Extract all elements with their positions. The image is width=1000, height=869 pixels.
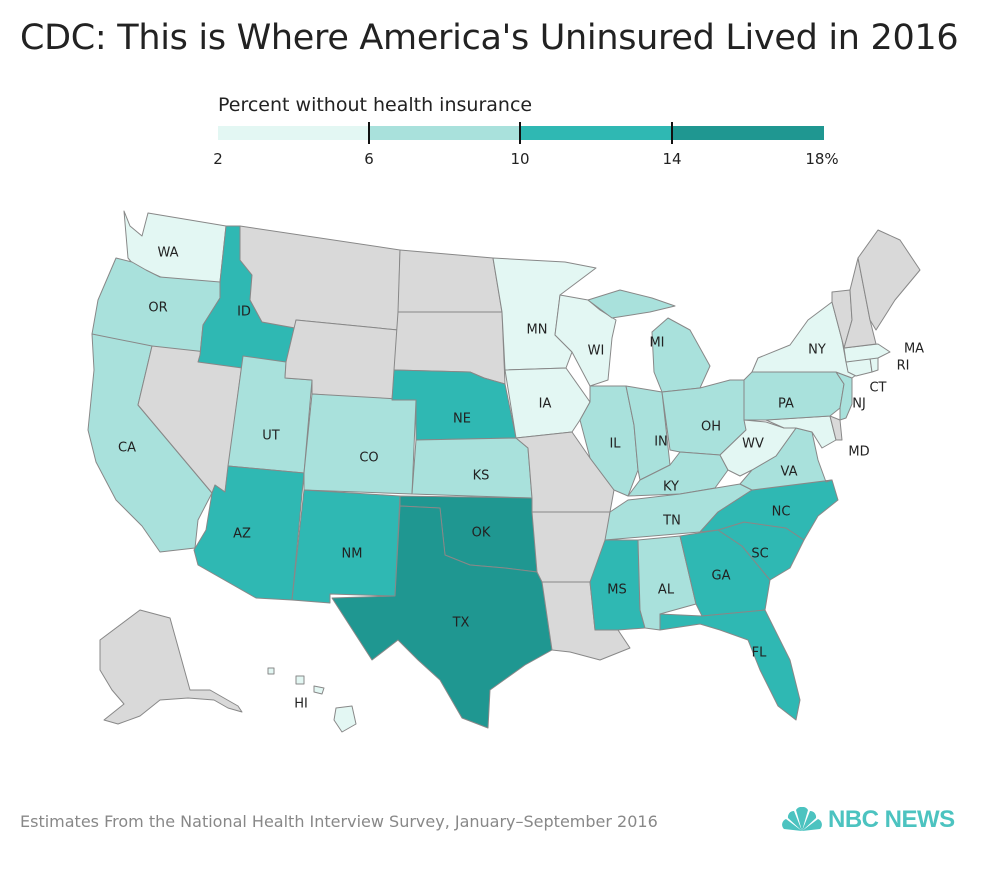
state-label-AL: AL (658, 583, 675, 598)
state-label-WV: WV (742, 437, 764, 452)
state-label-SC: SC (751, 547, 768, 562)
state-MT[interactable] (239, 225, 401, 331)
state-WV[interactable] (719, 419, 797, 477)
state-label-NC: NC (772, 505, 791, 520)
brand-wordmark: NBC NEWS (828, 806, 955, 833)
state-label-MN: MN (527, 323, 548, 338)
state-label-CO: CO (359, 451, 378, 466)
state-label-TN: TN (662, 514, 681, 529)
legend-label: 6 (364, 150, 374, 168)
state-TX[interactable] (331, 505, 553, 729)
legend-label: 14 (662, 150, 682, 168)
legend-tick (519, 122, 521, 144)
state-RI[interactable] (869, 357, 879, 373)
legend-color-bar (218, 122, 824, 144)
legend-title: Percent without health insurance (218, 94, 533, 116)
state-label-VA: VA (781, 465, 798, 480)
state-HI[interactable] (267, 667, 357, 733)
state-label-AZ: AZ (233, 527, 251, 542)
state-AK[interactable] (99, 609, 243, 725)
source-footnote: Estimates From the National Health Inter… (20, 812, 658, 831)
state-label-OK: OK (472, 526, 491, 541)
state-label-IA: IA (539, 397, 552, 412)
us-choropleth-map: WA OR CA ID UT AZ CO NM NE KS OK TX MN I… (87, 210, 924, 733)
state-DE[interactable] (829, 415, 843, 441)
state-label-OH: OH (701, 420, 721, 435)
peacock-icon (782, 807, 822, 831)
nbc-news-logo: NBC NEWS (780, 806, 955, 834)
state-PA[interactable] (743, 371, 845, 421)
legend-tick (671, 122, 673, 144)
state-label-MA: MA (904, 342, 924, 357)
state-label-WI: WI (588, 344, 605, 359)
state-label-IL: IL (609, 437, 621, 452)
state-label-FL: FL (752, 646, 767, 661)
state-MI[interactable] (587, 289, 711, 393)
state-label-NJ: NJ (852, 397, 866, 412)
state-label-RI: RI (897, 359, 910, 374)
state-FL[interactable] (659, 609, 801, 721)
state-label-CA: CA (118, 441, 136, 456)
legend-swatch-4 (672, 126, 824, 140)
state-label-ID: ID (237, 305, 251, 320)
state-label-KS: KS (473, 469, 490, 484)
state-label-MD: MD (848, 445, 869, 460)
state-label-NY: NY (808, 343, 826, 358)
state-ME[interactable] (857, 229, 921, 331)
state-label-MI: MI (649, 336, 664, 351)
state-label-HI: HI (294, 697, 308, 712)
state-label-PA: PA (778, 397, 794, 412)
state-label-NE: NE (453, 412, 471, 427)
state-label-GA: GA (712, 569, 731, 584)
legend-label: 18% (805, 150, 839, 168)
state-NJ[interactable] (835, 371, 853, 421)
legend-label: 2 (213, 150, 223, 168)
legend-tick (368, 122, 370, 144)
state-CO[interactable] (303, 393, 417, 495)
state-AZ[interactable] (193, 465, 305, 601)
legend-swatch-3 (521, 126, 673, 140)
state-label-IN: IN (654, 435, 668, 450)
state-label-MS: MS (607, 583, 626, 598)
chart-title: CDC: This is Where America's Uninsured L… (20, 18, 959, 58)
state-ND[interactable] (397, 249, 503, 313)
state-label-KY: KY (663, 480, 679, 495)
state-label-CT: CT (869, 381, 886, 396)
state-label-WA: WA (157, 246, 178, 261)
legend-label: 10 (510, 150, 530, 168)
state-label-UT: UT (262, 429, 280, 444)
state-label-TX: TX (452, 616, 470, 631)
legend-swatch-1 (218, 126, 370, 140)
state-label-OR: OR (148, 301, 167, 316)
state-label-NM: NM (342, 547, 363, 562)
legend-swatch-2 (369, 126, 521, 140)
